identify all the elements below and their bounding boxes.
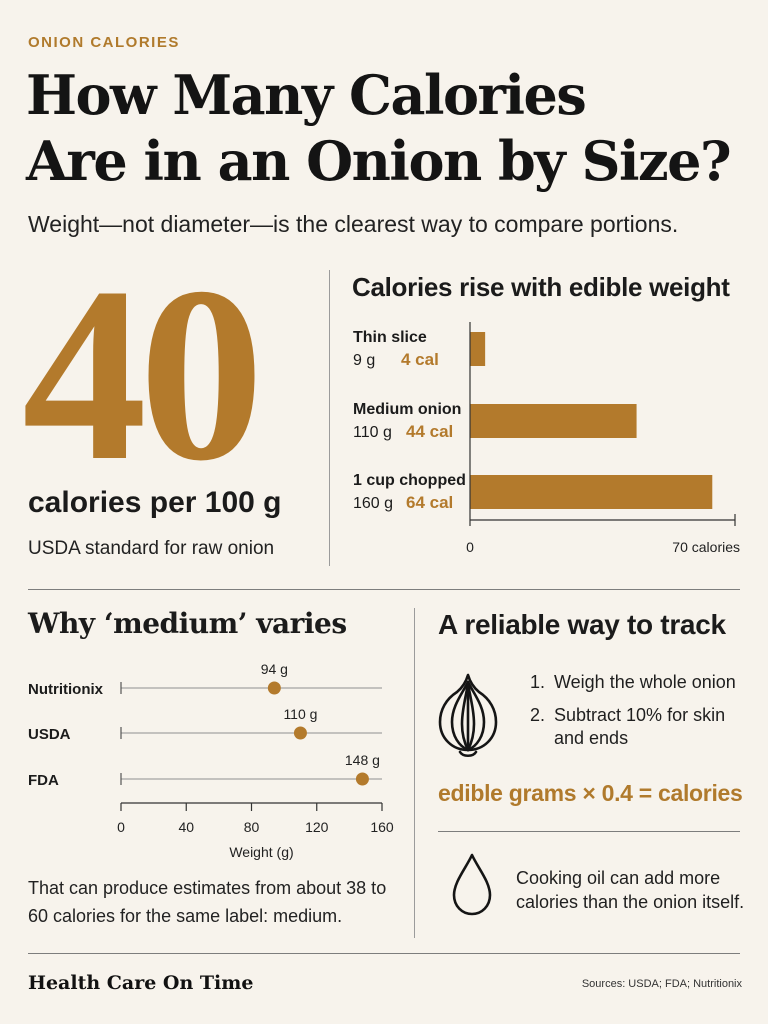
brand-name: Health Care On Time (28, 972, 254, 994)
footer-divider (28, 953, 740, 954)
dot-point (267, 681, 281, 695)
bar (470, 475, 713, 509)
page-title: How Many Calories Are in an Onion by Siz… (26, 62, 746, 194)
dot-tick-label: 80 (244, 819, 260, 835)
step-number: 1. (530, 672, 546, 692)
dot-value-label: 94 g (261, 661, 288, 677)
step-number: 2. (530, 705, 546, 725)
page-subtitle: Weight—not diameter—is the clearest way … (28, 211, 679, 237)
dot-category-label: USDA (28, 726, 71, 743)
top-vertical-divider (329, 270, 330, 566)
bar-weight-label: 110 g (353, 424, 392, 441)
bar-category-label: Medium onion (353, 401, 461, 418)
dot-value-label: 110 g (283, 706, 317, 722)
bar-chart: Thin slice 9 g 4 cal Medium onion 110 g 44 ca… (353, 322, 740, 555)
dot-value-label: 148 g (345, 752, 380, 768)
oil-note: Cooking oil can add more calories than t… (516, 868, 745, 912)
variance-note: That can produce estimates from about 38… (28, 878, 387, 926)
bar-chart-title: Calories rise with edible weight (352, 272, 730, 302)
sources-note: Sources: USDA; FDA; Nutritionix (581, 978, 742, 990)
tracking-step: 1. Weigh the whole onion (530, 671, 755, 694)
hero-source-note: USDA standard for raw onion (28, 538, 275, 559)
page-title-line-2: Are in an Onion by Size? (26, 129, 732, 193)
dot-category-label: Nutritionix (28, 681, 104, 698)
bar-weight-label: 160 g (353, 495, 393, 512)
dot-chart: Nutritionix 94 g USDA 110 g FDA 148 g 0 40 80 120… (28, 661, 394, 860)
tracking-steps: 1. Weigh the whole onion 2. Subtract 10%… (530, 671, 755, 760)
bar (470, 404, 637, 438)
variance-section-title: Why ‘medium’ varies (28, 607, 347, 640)
step-text: Weigh the whole onion (554, 672, 736, 692)
middle-horizontal-divider (28, 589, 740, 590)
dot-point (293, 726, 307, 740)
dot-tick-label: 160 (370, 819, 394, 835)
dot-category-label: FDA (28, 772, 59, 789)
bar-tick-label: 0 (466, 539, 474, 555)
bar-weight-label: 9 g (353, 352, 375, 369)
hero-big-number: 40 (22, 236, 264, 513)
page-title-line-1: How Many Calories (26, 63, 587, 127)
bar-value-label: 64 cal (406, 493, 453, 512)
oil-drop-icon (452, 853, 492, 916)
hero-unit-label: calories per 100 g (28, 486, 282, 519)
bar-value-label: 4 cal (401, 350, 439, 369)
step-text: Subtract 10% for skin and ends (554, 705, 726, 748)
bar-category-label: 1 cup chopped (353, 472, 466, 489)
dot-tick-label: 40 (178, 819, 194, 835)
formula-divider (438, 831, 740, 832)
tracking-step: 2. Subtract 10% for skin and ends (530, 704, 755, 750)
tracking-section-title: A reliable way to track (438, 609, 726, 640)
dot-x-axis-label: Weight (g) (229, 844, 293, 860)
bar-tick-label: 70 calories (672, 539, 740, 555)
bottom-vertical-divider (414, 608, 415, 938)
calorie-formula: edible grams × 0.4 = calories (438, 780, 743, 806)
onion-icon (438, 673, 498, 758)
bar-category-label: Thin slice (353, 329, 427, 346)
dot-tick-label: 0 (117, 819, 125, 835)
bar-value-label: 44 cal (406, 422, 453, 441)
eyebrow-label: ONION CALORIES (28, 34, 180, 51)
bar (470, 332, 486, 366)
dot-tick-label: 120 (305, 819, 329, 835)
dot-point (355, 772, 369, 786)
